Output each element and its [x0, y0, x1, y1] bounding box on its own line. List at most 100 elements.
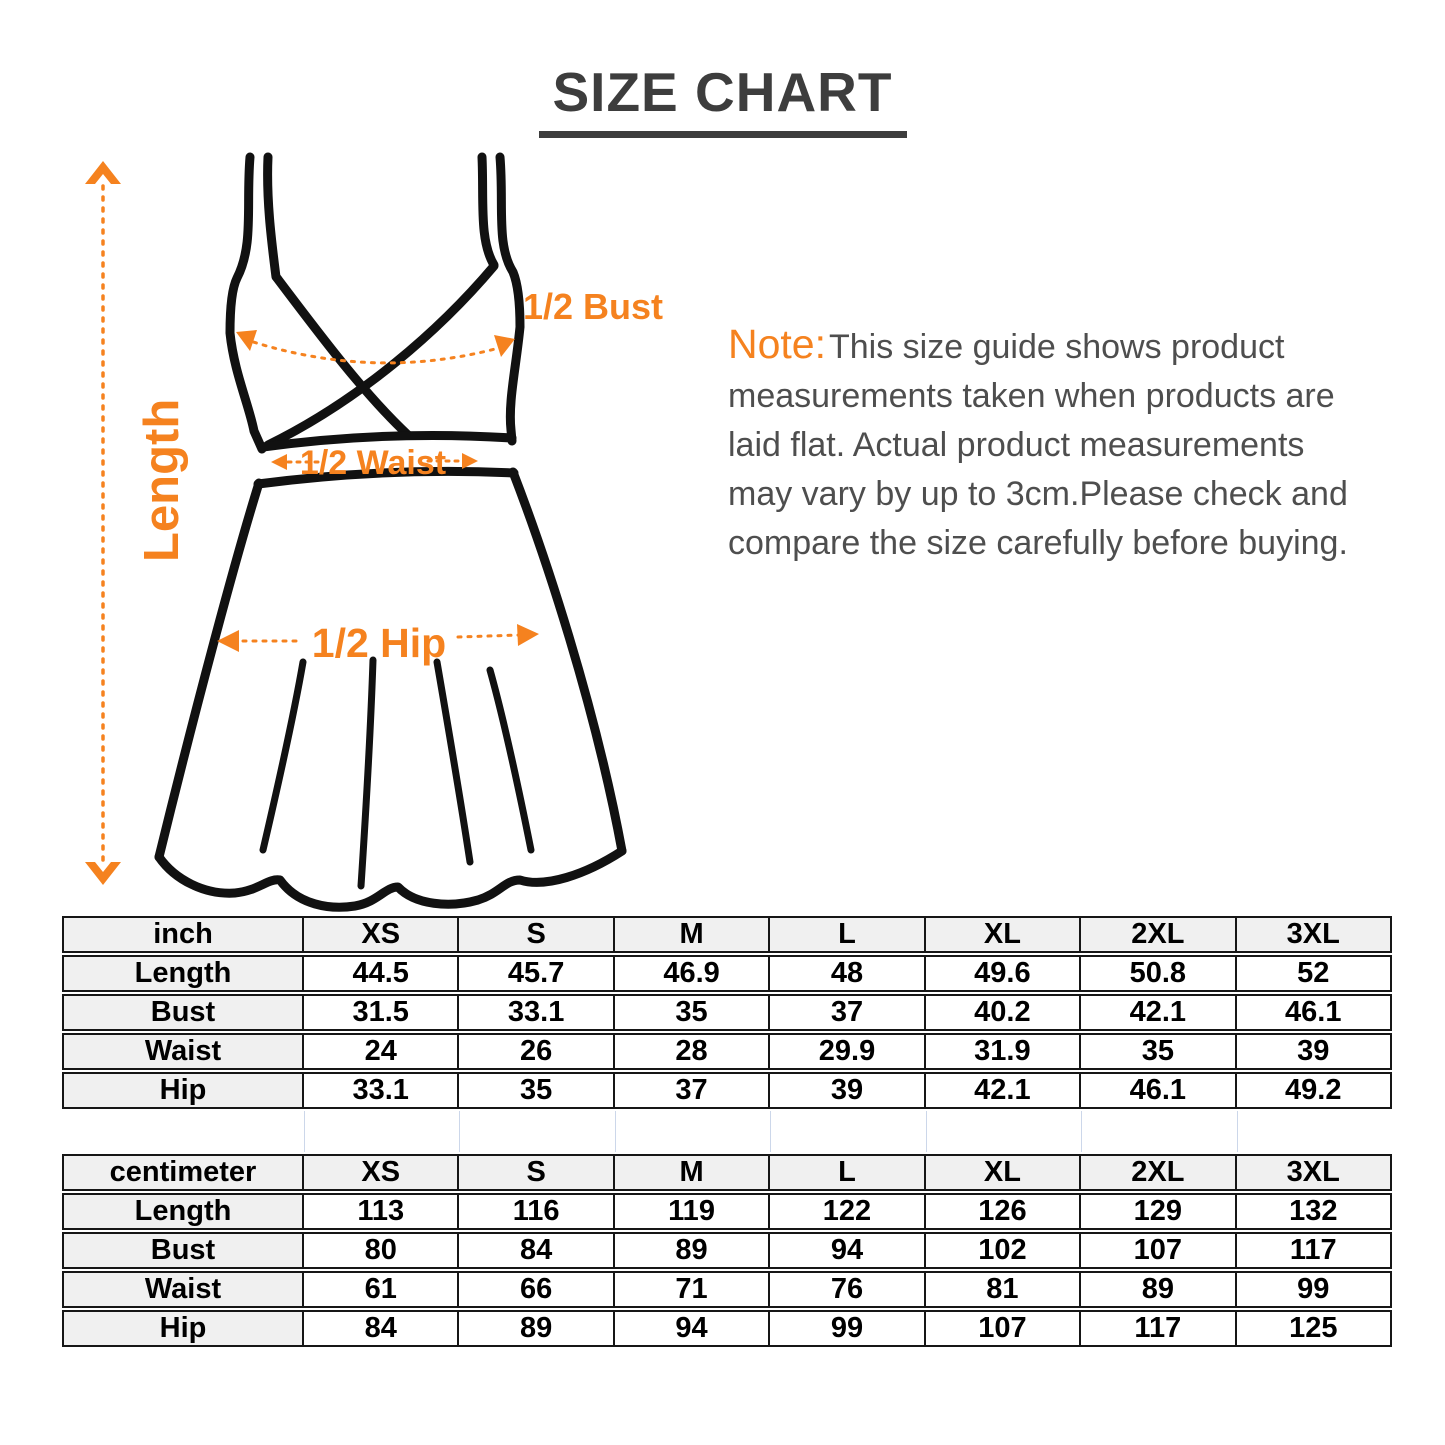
size-cell: 45.7: [459, 955, 615, 992]
size-cell: 61: [304, 1271, 460, 1308]
table-gap: [62, 1111, 1392, 1152]
note-line: measurements taken when products are: [728, 377, 1335, 415]
size-cell: 31.5: [304, 994, 460, 1031]
row-label-cell: Hip: [62, 1310, 304, 1347]
length-label: Length: [135, 399, 189, 562]
table-row: Bust 80 84 89 94 102 107 117: [62, 1232, 1392, 1269]
note-line: may vary by up to 3cm.Please check and: [728, 475, 1348, 513]
size-cell: 33.1: [459, 994, 615, 1031]
centimeter-header-row: centimeter XS S M L XL 2XL 3XL: [62, 1154, 1392, 1191]
dress-neckline-left: [272, 273, 413, 440]
size-cell: 49.6: [925, 955, 1082, 992]
inch-header-row: inch XS S M L XL 2XL 3XL: [62, 916, 1392, 953]
hip-label: 1/2 Hip: [312, 620, 446, 666]
pleat-line: [357, 656, 377, 890]
bust-arrow-line: [242, 337, 508, 365]
size-cell: 37: [614, 1072, 771, 1109]
size-cell: 42.1: [1081, 994, 1237, 1031]
page-title: SIZE CHART: [538, 60, 907, 138]
size-cell: 39: [1236, 1033, 1392, 1070]
size-cell: 28: [614, 1033, 771, 1070]
size-header-cell: S: [459, 916, 615, 953]
length-arrowhead-up: [85, 161, 121, 184]
size-cell: 39: [770, 1072, 926, 1109]
row-label-cell: Bust: [62, 1232, 304, 1269]
size-header-cell: XS: [304, 1154, 460, 1191]
size-cell: 113: [304, 1193, 460, 1230]
size-header-cell: S: [459, 1154, 615, 1191]
gap-cell: [460, 1111, 616, 1152]
dress-diagram: Length 1/2 Bust 1/2 Waist 1/2 Hip: [85, 152, 663, 912]
size-header-cell: L: [770, 1154, 926, 1191]
dress-outline: [154, 152, 627, 912]
size-cell: 99: [1236, 1271, 1392, 1308]
size-header-cell: 3XL: [1236, 1154, 1392, 1191]
size-header-cell: XL: [925, 916, 1082, 953]
size-cell: 119: [614, 1193, 771, 1230]
size-cell: 107: [925, 1310, 1082, 1347]
dress-right-contour: [495, 152, 525, 446]
hip-arrowhead-left: [217, 630, 239, 652]
size-cell: 48: [770, 955, 926, 992]
size-header-cell: XL: [925, 1154, 1082, 1191]
size-cell: 116: [459, 1193, 615, 1230]
row-label-cell: Waist: [62, 1033, 304, 1070]
inch-table: inch XS S M L XL 2XL 3XL Length 44.5 45.…: [62, 914, 1392, 1111]
row-label-cell: Bust: [62, 994, 304, 1031]
dress-waistband-top: [258, 430, 517, 452]
size-cell: 50.8: [1081, 955, 1237, 992]
size-header-cell: L: [770, 916, 926, 953]
size-cell: 46.1: [1236, 994, 1392, 1031]
size-cell: 49.2: [1236, 1072, 1392, 1109]
table-row: Hip 33.1 35 37 39 42.1 46.1 49.2: [62, 1072, 1392, 1109]
table-row: Length 113 116 119 122 126 129 132: [62, 1193, 1392, 1230]
dress-skirt-left: [154, 478, 264, 862]
bust-arrowhead-right: [494, 335, 515, 357]
waist-label: 1/2 Waist: [300, 444, 446, 482]
row-label-cell: Hip: [62, 1072, 304, 1109]
size-cell: 31.9: [925, 1033, 1082, 1070]
size-cell: 129: [1081, 1193, 1237, 1230]
row-label-cell: Waist: [62, 1271, 304, 1308]
hip-arrowhead-right: [517, 624, 539, 646]
dress-left-strap-inner: [263, 152, 281, 282]
size-cell: 71: [614, 1271, 771, 1308]
gap-cell: [305, 1111, 461, 1152]
size-header-cell: XS: [304, 916, 460, 953]
size-cell: 84: [459, 1232, 615, 1269]
table-row: Waist 24 26 28 29.9 31.9 35 39: [62, 1033, 1392, 1070]
note-text: This size guide shows product: [829, 328, 1285, 366]
size-header-cell: 2XL: [1081, 916, 1237, 953]
size-cell: 126: [925, 1193, 1082, 1230]
dress-hem: [154, 846, 627, 912]
measurement-annotations: Length 1/2 Bust 1/2 Waist 1/2 Hip: [85, 161, 663, 885]
size-cell: 76: [770, 1271, 926, 1308]
table-row: Hip 84 89 94 99 107 117 125: [62, 1310, 1392, 1347]
title-wrap: SIZE CHART: [0, 60, 1445, 138]
size-cell: 35: [459, 1072, 615, 1109]
size-cell: 35: [614, 994, 771, 1031]
table-row: Bust 31.5 33.1 35 37 40.2 42.1 46.1: [62, 994, 1392, 1031]
dress-pleats: [259, 656, 535, 890]
size-cell: 52: [1236, 955, 1392, 992]
waist-arrowhead-left: [271, 454, 287, 470]
size-header-cell: 3XL: [1236, 916, 1392, 953]
size-cell: 81: [925, 1271, 1082, 1308]
size-cell: 37: [770, 994, 926, 1031]
waist-arrowhead-right: [462, 453, 478, 469]
gap-cell: [616, 1111, 772, 1152]
row-label-cell: Length: [62, 1193, 304, 1230]
size-cell: 24: [304, 1033, 460, 1070]
gap-cell: [771, 1111, 927, 1152]
size-cell: 80: [304, 1232, 460, 1269]
size-cell: 46.9: [614, 955, 771, 992]
note-line: compare the size carefully before buying…: [728, 524, 1348, 562]
size-cell: 89: [459, 1310, 615, 1347]
size-cell: 122: [770, 1193, 926, 1230]
size-cell: 94: [614, 1310, 771, 1347]
dress-waistband-bottom: [253, 466, 519, 489]
dress-right-strap-inner: [477, 152, 499, 270]
unit-header-cell: inch: [62, 916, 304, 953]
size-cell: 46.1: [1081, 1072, 1237, 1109]
